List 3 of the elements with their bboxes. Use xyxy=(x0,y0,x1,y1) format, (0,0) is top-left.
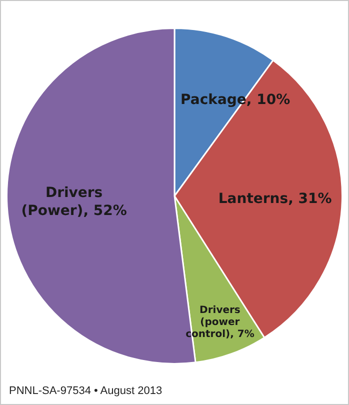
slice-label: Drivers (Power), 52% xyxy=(21,184,127,219)
text: PNNL-SA-97534 • August 2013 xyxy=(9,385,162,398)
slice-label: Lanterns, 31% xyxy=(218,190,332,207)
